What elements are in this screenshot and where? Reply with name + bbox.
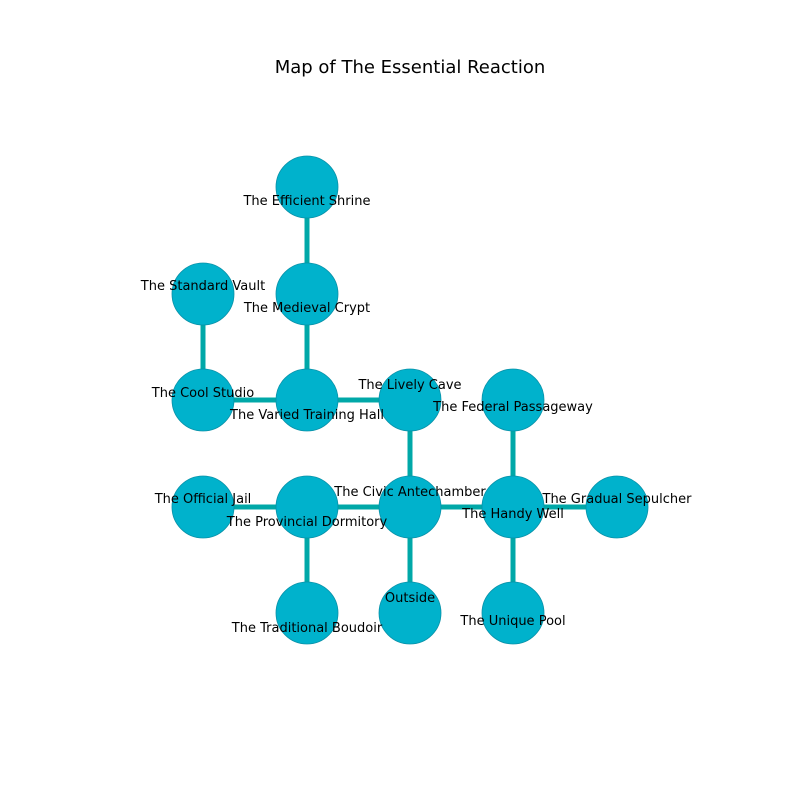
node-label-outside: Outside bbox=[385, 591, 435, 606]
node-label-traditional-boudoir: The Traditional Boudoir bbox=[231, 621, 383, 636]
node-label-efficient-shrine: The Efficient Shrine bbox=[242, 194, 370, 209]
node-efficient-shrine bbox=[275, 155, 339, 219]
node-provincial-dormitory bbox=[275, 475, 339, 539]
node-standard-vault bbox=[171, 262, 235, 326]
node-federal-passageway bbox=[481, 368, 545, 432]
node-label-gradual-sepulcher: The Gradual Sepulcher bbox=[542, 492, 693, 507]
node-traditional-boudoir bbox=[275, 581, 339, 645]
diagram-title: Map of The Essential Reaction bbox=[275, 57, 546, 78]
node-label-cool-studio: The Cool Studio bbox=[151, 386, 254, 401]
node-layer bbox=[171, 155, 649, 645]
node-label-standard-vault: The Standard Vault bbox=[140, 279, 265, 294]
node-varied-training-hall bbox=[275, 368, 339, 432]
node-label-provincial-dormitory: The Provincial Dormitory bbox=[226, 515, 388, 530]
node-medieval-crypt bbox=[275, 262, 339, 326]
node-label-official-jail: The Official Jail bbox=[154, 492, 252, 507]
node-handy-well bbox=[481, 475, 545, 539]
node-outside bbox=[378, 581, 442, 645]
node-unique-pool bbox=[481, 581, 545, 645]
node-label-handy-well: The Handy Well bbox=[461, 507, 564, 522]
node-label-unique-pool: The Unique Pool bbox=[459, 614, 565, 629]
node-label-federal-passageway: The Federal Passageway bbox=[432, 400, 593, 415]
node-lively-cave bbox=[378, 368, 442, 432]
node-gradual-sepulcher bbox=[585, 475, 649, 539]
node-label-medieval-crypt: The Medieval Crypt bbox=[243, 301, 370, 316]
node-label-varied-training-hall: The Varied Training Hall bbox=[229, 408, 384, 423]
node-official-jail bbox=[171, 475, 235, 539]
node-label-civic-antechamber: The Civic Antechamber bbox=[333, 485, 486, 500]
label-layer: The Efficient Shrine The Medieval Crypt Th… bbox=[140, 194, 692, 636]
node-label-lively-cave: The Lively Cave bbox=[357, 378, 461, 393]
node-cool-studio bbox=[171, 368, 235, 432]
node-civic-antechamber bbox=[378, 475, 442, 539]
